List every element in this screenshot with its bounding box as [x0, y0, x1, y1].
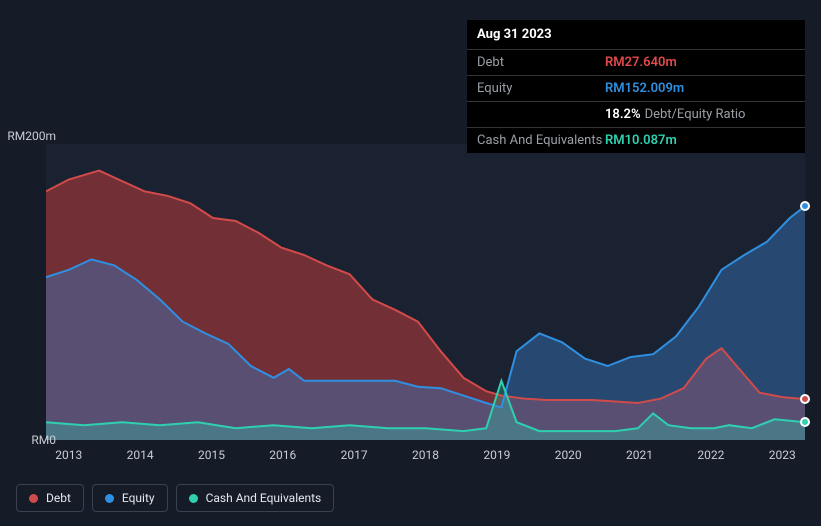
legend-dot-icon: [29, 494, 38, 503]
tooltip-row: Cash And EquivalentsRM10.087m: [467, 128, 805, 153]
tooltip-row-value: RM10.087m: [605, 133, 677, 148]
x-axis-tick: 2016: [269, 448, 296, 462]
x-axis-tick: 2019: [483, 448, 510, 462]
y-axis-label-top: RM200m: [7, 129, 56, 143]
chart-container: Aug 31 2023 DebtRM27.640mEquityRM152.009…: [0, 0, 821, 526]
x-axis-tick: 2018: [412, 448, 439, 462]
x-axis-tick: 2021: [626, 448, 653, 462]
series-marker-debt: [800, 394, 810, 404]
x-axis-tick: 2022: [697, 448, 724, 462]
series-marker-cash: [800, 417, 810, 427]
tooltip-row-label: Cash And Equivalents: [477, 133, 605, 148]
chart-svg: [46, 144, 805, 440]
series-marker-equity: [800, 201, 810, 211]
tooltip-row: EquityRM152.009m: [467, 76, 805, 102]
x-axis-tick: 2020: [555, 448, 582, 462]
x-axis-tick: 2013: [55, 448, 82, 462]
tooltip-rows: DebtRM27.640mEquityRM152.009m18.2%Debt/E…: [467, 50, 805, 153]
tooltip-date: Aug 31 2023: [467, 20, 805, 50]
tooltip-row: 18.2%Debt/Equity Ratio: [467, 102, 805, 128]
legend-label: Equity: [122, 491, 155, 505]
chart-legend: Debt Equity Cash And Equivalents: [16, 484, 334, 512]
chart-area: RM200m RM0 20132014201520162017201820192…: [16, 124, 805, 470]
tooltip-row-label: Equity: [477, 81, 605, 96]
legend-dot-icon: [189, 494, 198, 503]
legend-item[interactable]: Debt: [16, 484, 84, 512]
x-axis-tick: 2017: [341, 448, 368, 462]
x-axis-tick: 2023: [769, 448, 796, 462]
tooltip-row-value: 18.2%Debt/Equity Ratio: [605, 107, 745, 122]
x-axis-tick: 2015: [198, 448, 225, 462]
legend-item[interactable]: Equity: [92, 484, 168, 512]
tooltip-row-label: [477, 107, 605, 122]
x-axis-tick: 2014: [127, 448, 154, 462]
chart-plot[interactable]: [46, 144, 805, 440]
tooltip-row-label: Debt: [477, 55, 605, 70]
tooltip-row-value: RM27.640m: [605, 55, 677, 70]
legend-label: Debt: [46, 491, 71, 505]
legend-dot-icon: [105, 494, 114, 503]
tooltip-row-value: RM152.009m: [605, 81, 684, 96]
legend-item[interactable]: Cash And Equivalents: [176, 484, 335, 512]
legend-label: Cash And Equivalents: [206, 491, 322, 505]
tooltip-row: DebtRM27.640m: [467, 50, 805, 76]
chart-tooltip: Aug 31 2023 DebtRM27.640mEquityRM152.009…: [467, 20, 805, 153]
x-axis: 2013 2014 2015 2016 2017 2018 2019 2020 2021 2022…: [46, 440, 805, 470]
